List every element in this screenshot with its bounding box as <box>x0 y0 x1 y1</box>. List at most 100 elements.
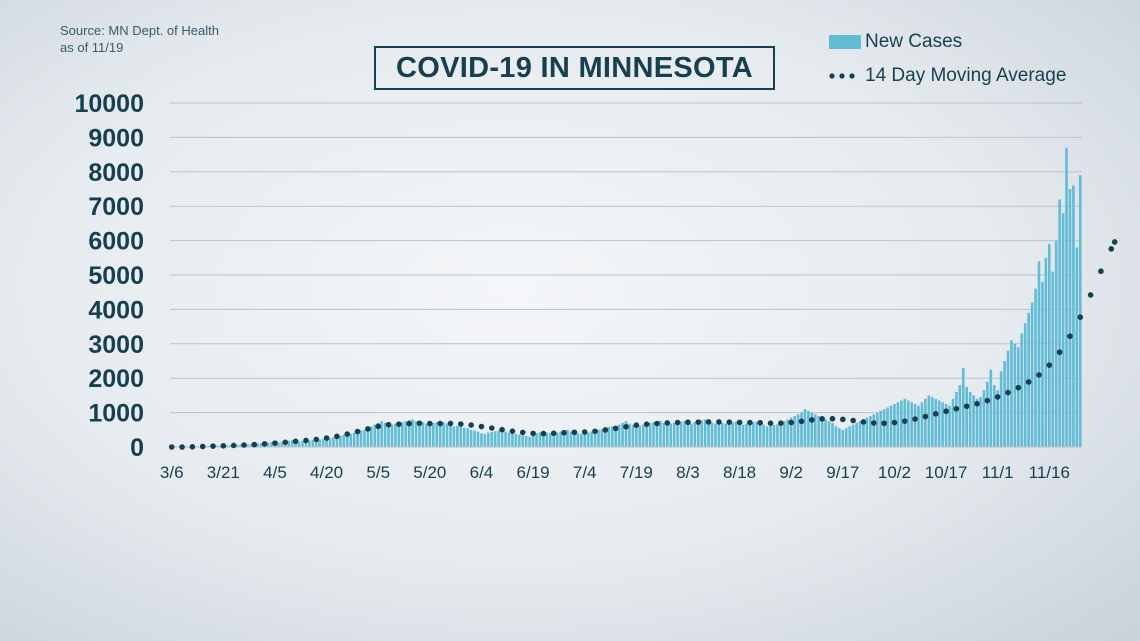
bar <box>566 429 569 447</box>
bar <box>924 398 927 447</box>
bar <box>831 422 834 447</box>
bar <box>1020 333 1024 447</box>
bar <box>370 426 373 447</box>
bar <box>352 432 356 447</box>
bar <box>332 437 335 447</box>
average-point <box>303 437 309 444</box>
bar <box>669 423 673 447</box>
bar <box>827 421 831 447</box>
average-point <box>1005 389 1011 396</box>
average-point <box>519 429 526 436</box>
bar <box>228 445 232 447</box>
bar <box>758 422 762 447</box>
average-point <box>581 429 588 435</box>
average-point <box>437 420 443 427</box>
bar <box>1075 247 1079 447</box>
average-point <box>1087 292 1094 298</box>
average-point <box>282 439 289 446</box>
average-point <box>427 420 433 427</box>
bar <box>975 398 979 447</box>
bar <box>755 421 759 447</box>
bar <box>793 416 796 447</box>
bar <box>683 420 686 447</box>
bar <box>583 433 587 447</box>
bar <box>373 424 377 447</box>
average-point <box>530 430 536 437</box>
bar <box>820 417 824 447</box>
average-point <box>1077 314 1084 320</box>
bar <box>996 390 999 447</box>
average-point <box>850 417 856 424</box>
bar <box>624 421 628 447</box>
bar <box>497 430 500 447</box>
average-point <box>736 419 743 426</box>
bar <box>1047 244 1051 447</box>
bar <box>714 423 717 447</box>
bar <box>765 426 769 447</box>
bar <box>879 410 882 447</box>
average-point <box>602 427 609 433</box>
bar <box>469 429 473 447</box>
average-point <box>685 419 691 426</box>
bar <box>786 419 790 447</box>
average-point <box>179 444 185 450</box>
x-tick-label: 5/20 <box>413 463 446 482</box>
bar <box>277 442 280 447</box>
bar <box>249 444 253 447</box>
bar <box>769 425 772 447</box>
bar <box>851 424 855 447</box>
bar <box>407 420 411 447</box>
bar <box>913 404 917 447</box>
average-point <box>643 421 650 427</box>
bar <box>999 371 1003 447</box>
average-point <box>323 435 330 441</box>
bar <box>359 430 363 447</box>
bar <box>1054 240 1058 447</box>
bar <box>941 402 944 447</box>
bar <box>483 433 487 447</box>
bar <box>961 367 965 447</box>
bar <box>256 443 260 447</box>
average-point <box>272 440 278 446</box>
bar <box>555 432 559 447</box>
bar <box>514 433 518 447</box>
bar <box>638 425 642 447</box>
bar <box>297 441 301 447</box>
bar <box>862 419 865 447</box>
bar <box>452 426 456 447</box>
average-point <box>230 442 237 449</box>
average-point <box>870 420 877 426</box>
bar <box>986 381 989 447</box>
bar <box>800 412 803 447</box>
average-point <box>416 420 423 427</box>
bar <box>824 419 827 447</box>
average-point <box>550 430 557 437</box>
bar <box>425 423 428 447</box>
bar <box>462 427 466 447</box>
bar <box>779 422 783 447</box>
bar <box>951 398 955 447</box>
bar <box>335 436 339 447</box>
y-tick-label: 7000 <box>88 193 144 221</box>
average-point <box>199 443 206 450</box>
bar <box>552 433 556 447</box>
x-tick-label: 9/17 <box>826 463 859 482</box>
average-point <box>468 422 474 428</box>
bar <box>734 421 738 447</box>
bar <box>648 422 652 447</box>
bar <box>449 424 452 447</box>
bar <box>301 441 304 447</box>
bar <box>328 438 332 447</box>
bar <box>738 422 741 447</box>
bar <box>311 440 315 447</box>
bar <box>542 431 545 447</box>
y-tick-label: 9000 <box>88 124 144 152</box>
average-point <box>189 444 196 450</box>
bar <box>690 423 693 447</box>
bar <box>383 422 387 447</box>
bar <box>404 421 408 447</box>
bar <box>431 422 435 447</box>
bar <box>445 423 449 447</box>
x-tick-label: 7/19 <box>620 463 653 482</box>
bar <box>745 423 748 447</box>
